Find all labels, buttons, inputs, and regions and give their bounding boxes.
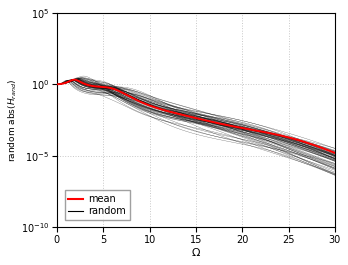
X-axis label: $\Omega$: $\Omega$ — [191, 246, 201, 258]
Y-axis label: random abs($H_{rand}$): random abs($H_{rand}$) — [7, 78, 19, 162]
Legend: mean, random: mean, random — [65, 190, 129, 220]
